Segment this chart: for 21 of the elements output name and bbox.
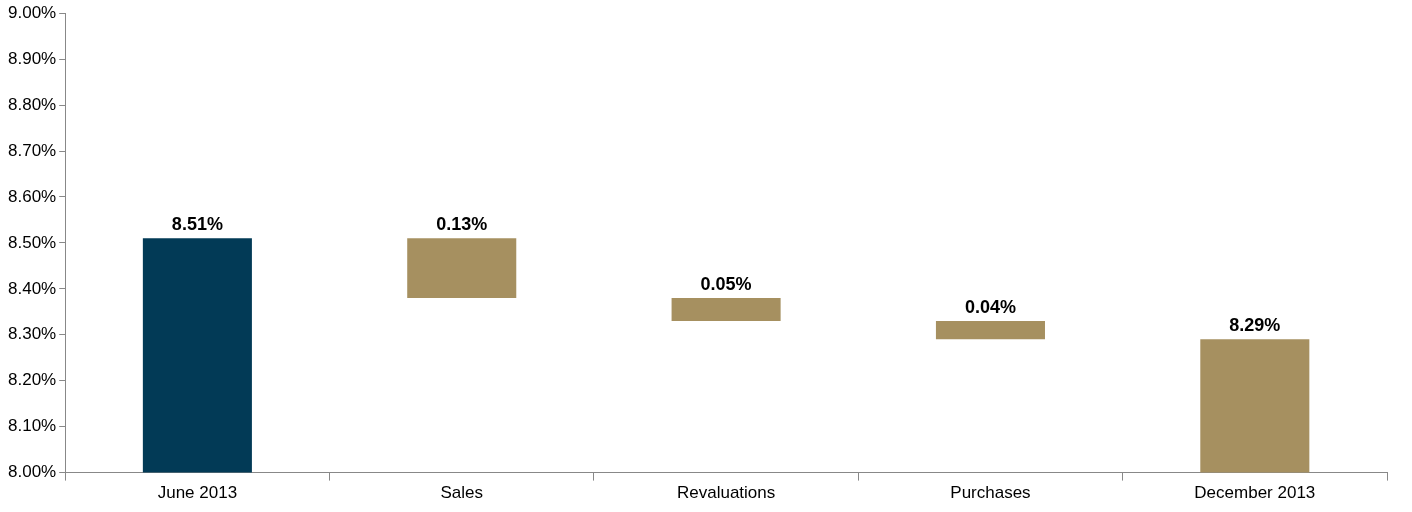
x-tick-label: Revaluations [676,483,776,503]
y-tick-label: 8.00% [8,462,57,482]
data-label: 8.29% [1229,315,1281,336]
data-label: 0.05% [700,274,752,294]
data-label: 0.13% [436,214,488,235]
data-label: 0.04% [964,296,1016,317]
y-tick-label: 8.40% [8,278,57,298]
y-tick-label: 9.00% [8,2,57,22]
y-tick-label: 8.90% [8,48,57,68]
data-label: 8.51% [171,214,223,235]
y-tick-label: 8.20% [8,370,57,390]
y-tick-label: 8.10% [8,416,57,436]
y-tick-label: 8.60% [8,186,57,206]
x-tick-label: Purchases [950,483,1031,503]
y-tick-label: 8.50% [8,232,57,252]
y-tick-label: 8.80% [8,94,57,114]
x-tick-label: June 2013 [157,483,238,503]
x-tick-label: Sales [440,483,484,503]
y-tick-label: 8.30% [8,324,57,344]
y-tick-label: 8.70% [8,140,57,160]
x-tick-label: December 2013 [1194,483,1316,503]
